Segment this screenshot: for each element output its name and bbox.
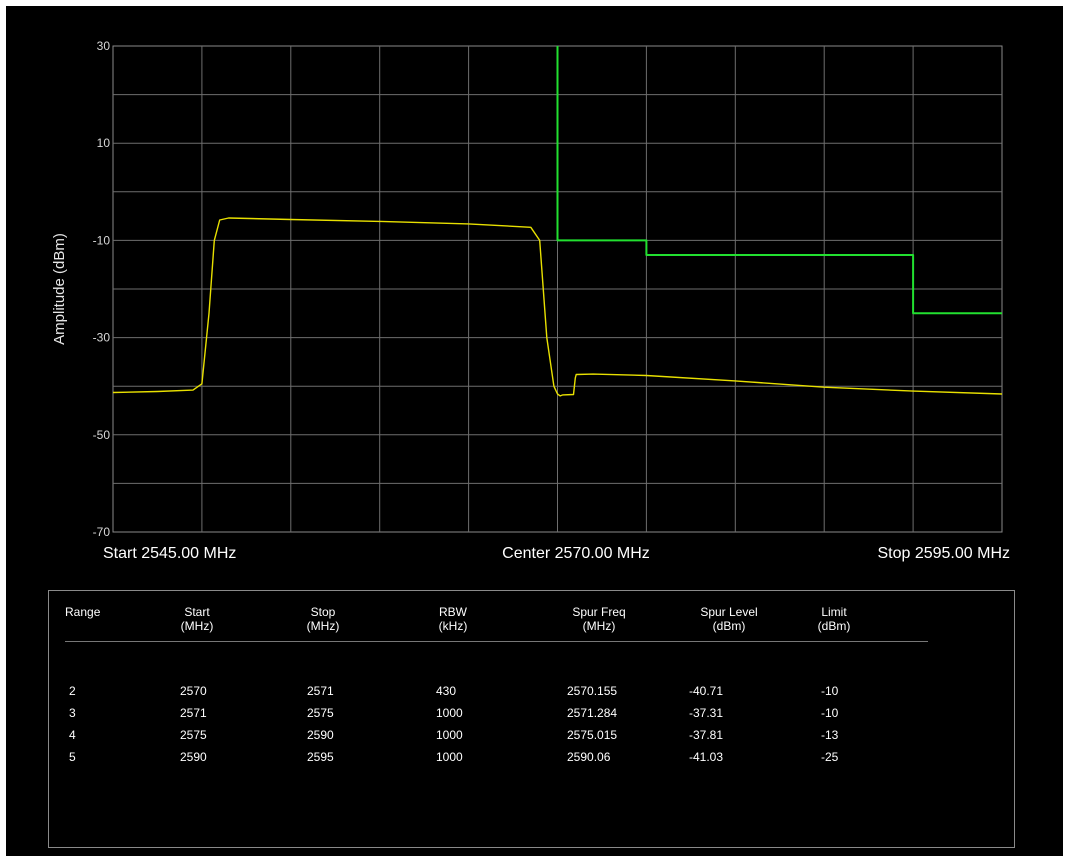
- cell-rbw: 1000: [436, 728, 463, 742]
- cell-start: 2590: [180, 750, 207, 764]
- header-limit: Limit (dBm): [817, 605, 851, 633]
- header-range: Range: [65, 605, 101, 619]
- y-tick-label: 30: [97, 39, 111, 53]
- cell-stop: 2575: [307, 706, 334, 720]
- cell-rbw: 1000: [436, 706, 463, 720]
- x-stop-label: Stop 2595.00 MHz: [877, 545, 1010, 562]
- cell-stop: 2590: [307, 728, 334, 742]
- table-row: 3 2571 2575 1000 2571.284 -37.31 -10: [49, 706, 1014, 728]
- limit-mask-line: [556, 46, 1002, 315]
- cell-range: 3: [69, 706, 76, 720]
- x-center-label: Center 2570.00 MHz: [502, 545, 650, 562]
- table-row: 2 2570 2571 430 2570.155 -40.71 -10: [49, 684, 1014, 706]
- cell-start: 2570: [180, 684, 207, 698]
- spectrum-analyzer-window: 30 10 -10 -30 -50 -70 Amplitude (dBm) Start 2…: [6, 6, 1063, 856]
- spur-results-table: Range Start (MHz) Stop (MHz) RBW (kHz) Spur…: [48, 590, 1015, 848]
- cell-limit: -13: [821, 728, 839, 742]
- y-tick-label: -50: [93, 428, 111, 442]
- y-axis-label: Amplitude (dBm): [51, 233, 68, 345]
- spectrum-chart: 30 10 -10 -30 -50 -70 Amplitude (dBm) Start 2…: [51, 39, 1010, 562]
- table-row: 4 2575 2590 1000 2575.015 -37.81 -13: [49, 728, 1014, 750]
- cell-spur-level: -40.71: [689, 684, 724, 698]
- cell-rbw: 1000: [436, 750, 463, 764]
- cell-stop: 2595: [307, 750, 334, 764]
- chart-series: [112, 46, 1003, 397]
- spectrum-trace-line: [112, 217, 1003, 397]
- header-stop: Stop (MHz): [306, 605, 340, 633]
- cell-range: 2: [69, 684, 76, 698]
- header-rbw: RBW (kHz): [438, 605, 468, 633]
- cell-spur-level: -37.81: [689, 728, 724, 742]
- x-start-label: Start 2545.00 MHz: [103, 545, 236, 562]
- header-spur-level: Spur Level (dBm): [700, 605, 758, 633]
- y-tick-label: -10: [93, 233, 111, 247]
- cell-spur-level: -41.03: [689, 750, 724, 764]
- cell-spur-freq: 2590.06: [567, 750, 611, 764]
- y-tick-label: 10: [97, 136, 111, 150]
- cell-limit: -25: [821, 750, 839, 764]
- cell-range: 5: [69, 750, 76, 764]
- cell-stop: 2571: [307, 684, 334, 698]
- y-tick-label: -30: [93, 331, 111, 345]
- y-tick-label: -70: [93, 525, 111, 539]
- y-axis-ticks: 30 10 -10 -30 -50 -70: [93, 39, 111, 539]
- header-divider: [65, 641, 928, 642]
- cell-spur-level: -37.31: [689, 706, 724, 720]
- cell-limit: -10: [821, 684, 839, 698]
- header-start: Start (MHz): [180, 605, 214, 633]
- cell-limit: -10: [821, 706, 839, 720]
- cell-rbw: 430: [436, 684, 457, 698]
- table-row: 5 2590 2595 1000 2590.06 -41.03 -25: [49, 750, 1014, 772]
- cell-spur-freq: 2575.015: [567, 728, 618, 742]
- cell-spur-freq: 2571.284: [567, 706, 618, 720]
- cell-start: 2571: [180, 706, 207, 720]
- cell-start: 2575: [180, 728, 207, 742]
- cell-range: 4: [69, 728, 76, 742]
- cell-spur-freq: 2570.155: [567, 684, 618, 698]
- header-spur-freq: Spur Freq (MHz): [572, 605, 626, 633]
